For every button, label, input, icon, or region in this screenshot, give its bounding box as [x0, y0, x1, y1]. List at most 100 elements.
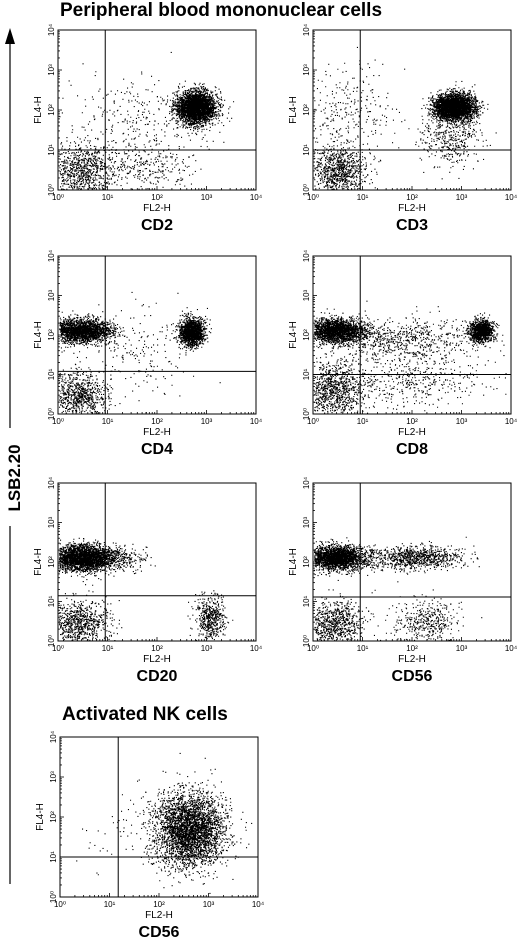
event-dot-cloud — [314, 536, 483, 641]
x-tick-label: 10¹ — [102, 644, 114, 653]
x-axis-label: FL2-H — [398, 654, 426, 665]
scatter-plot: 10⁰ 10¹ 10² 10³ 10⁴ 10⁰ 10¹ 10² 10³ 10⁴ FL2-H FL4-H… — [33, 476, 263, 685]
plot-cd56-nk: 10⁰ 10¹ 10² 10³ 10⁴ 10⁰ 10¹ 10² 10³ 10⁴ FL2-H FL4-H… — [32, 730, 265, 943]
y-tick-label: 10³ — [47, 516, 56, 528]
event-dot-cloud — [314, 300, 507, 414]
y-tick-label: 10² — [47, 329, 56, 341]
y-tick-label: 10⁴ — [302, 23, 311, 36]
x-tick-label: 10¹ — [104, 900, 116, 909]
x-tick-label: 10⁴ — [505, 193, 518, 202]
x-tick-label: 10⁰ — [52, 644, 64, 653]
plot-cd20: 10⁰ 10¹ 10² 10³ 10⁴ 10⁰ 10¹ 10² 10³ 10⁴ FL2-H FL4-H… — [30, 476, 263, 687]
x-tick-label: 10² — [151, 193, 163, 202]
y-tick-label: 10¹ — [302, 144, 311, 156]
y-tick-label: 10⁰ — [49, 891, 58, 903]
x-tick-label: 10¹ — [102, 417, 114, 426]
y-axis-label: FL4-H — [288, 321, 299, 349]
x-tick-label: 10⁰ — [52, 193, 64, 202]
title-pbmc: Peripheral blood mononuclear cells — [60, 0, 383, 21]
y-tick-label: 10³ — [302, 64, 311, 76]
scatter-plot: 10⁰ 10¹ 10² 10³ 10⁴ 10⁰ 10¹ 10² 10³ 10⁴ FL2-H FL4-H… — [288, 23, 518, 234]
plot-frame — [312, 29, 512, 191]
x-tick-label: 10³ — [456, 193, 468, 202]
event-dots — [314, 536, 483, 641]
x-axis-label: FL2-H — [143, 427, 171, 438]
y-tick-label: 10³ — [47, 64, 56, 76]
y-tick-label: 10¹ — [47, 144, 56, 156]
x-tick-label: 10¹ — [357, 417, 369, 426]
plot-cd56-pbmc: 10⁰ 10¹ 10² 10³ 10⁴ 10⁰ 10¹ 10² 10³ 10⁴ FL2-H FL4-H… — [285, 476, 518, 687]
y-tick-label: 10¹ — [302, 368, 311, 380]
y-tick-label: 10¹ — [47, 595, 56, 607]
x-tick-label: 10⁰ — [307, 644, 319, 653]
y-axis-label: FL4-H — [288, 548, 299, 576]
x-tick-label: 10² — [406, 644, 418, 653]
x-tick-label: 10³ — [456, 644, 468, 653]
marker-label: CD4 — [141, 441, 173, 458]
y-axis-label: FL4-H — [33, 96, 44, 124]
y-tick-label: 10³ — [302, 516, 311, 528]
event-dot-cloud — [59, 51, 235, 191]
y-tick-label: 10¹ — [49, 851, 58, 863]
x-tick-label: 10⁴ — [252, 900, 265, 909]
x-axis-label: FL2-H — [398, 203, 426, 214]
y-tick-label: 10³ — [302, 289, 311, 301]
plot-cd4: 10⁰ 10¹ 10² 10³ 10⁴ 10⁰ 10¹ 10² 10³ 10⁴ FL2-H FL4-H… — [30, 249, 263, 460]
marker-label: CD56 — [139, 924, 180, 941]
y-tick-label: 10⁴ — [47, 23, 56, 36]
x-tick-label: 10¹ — [357, 644, 369, 653]
x-tick-label: 10⁴ — [505, 417, 518, 426]
marker-label: CD2 — [141, 217, 173, 234]
x-axis-label: FL2-H — [398, 427, 426, 438]
y-tick-label: 10⁴ — [47, 249, 56, 262]
event-dots — [76, 752, 253, 897]
x-axis-label: FL2-H — [145, 910, 173, 921]
x-tick-label: 10⁴ — [505, 644, 518, 653]
y-tick-label: 10² — [302, 556, 311, 568]
x-tick-label: 10³ — [201, 193, 213, 202]
x-tick-label: 10³ — [201, 417, 213, 426]
y-tick-label: 10⁴ — [302, 476, 311, 489]
y-tick-label: 10⁴ — [302, 249, 311, 262]
event-dots — [314, 300, 507, 414]
x-tick-label: 10² — [406, 193, 418, 202]
scatter-plot: 10⁰ 10¹ 10² 10³ 10⁴ 10⁰ 10¹ 10² 10³ 10⁴ FL2-H FL4-H… — [35, 730, 265, 941]
event-dot-cloud — [59, 537, 234, 642]
x-tick-label: 10² — [151, 417, 163, 426]
marker-label: CD56 — [392, 668, 433, 685]
y-tick-label: 10² — [302, 329, 311, 341]
y-axis-label: FL4-H — [33, 548, 44, 576]
x-tick-label: 10⁴ — [250, 417, 263, 426]
x-tick-label: 10¹ — [357, 193, 369, 202]
y-tick-label: 10⁰ — [47, 408, 56, 420]
x-axis-label: FL2-H — [143, 654, 171, 665]
plot-cd2: 10⁰ 10¹ 10² 10³ 10⁴ 10⁰ 10¹ 10² 10³ 10⁴ FL2-H FL4-H… — [30, 23, 263, 236]
x-tick-label: 10¹ — [102, 193, 114, 202]
x-tick-label: 10³ — [456, 417, 468, 426]
y-tick-label: 10⁰ — [302, 408, 311, 420]
y-tick-label: 10³ — [47, 289, 56, 301]
event-dots — [59, 537, 234, 642]
y-tick-label: 10⁰ — [47, 635, 56, 647]
x-tick-label: 10² — [151, 644, 163, 653]
event-dot-cloud — [314, 46, 497, 190]
y-tick-label: 10² — [49, 811, 58, 823]
x-tick-label: 10⁰ — [52, 417, 64, 426]
y-tick-label: 10² — [302, 104, 311, 116]
y-tick-label: 10¹ — [47, 368, 56, 380]
event-dots — [59, 51, 235, 191]
x-tick-label: 10³ — [203, 900, 215, 909]
event-dot-cloud — [76, 752, 253, 897]
event-dots — [59, 291, 221, 414]
x-axis-label: FL2-H — [143, 203, 171, 214]
y-axis-label: FL4-H — [35, 803, 46, 831]
x-tick-label: 10⁰ — [307, 193, 319, 202]
y-axis-label: FL4-H — [288, 96, 299, 124]
x-tick-label: 10⁰ — [54, 900, 66, 909]
x-tick-label: 10² — [153, 900, 165, 909]
y-tick-label: 10¹ — [302, 595, 311, 607]
y-tick-label: 10³ — [49, 771, 58, 783]
marker-label: CD3 — [396, 217, 428, 234]
y-tick-label: 10⁰ — [47, 184, 56, 196]
x-tick-label: 10⁰ — [307, 417, 319, 426]
